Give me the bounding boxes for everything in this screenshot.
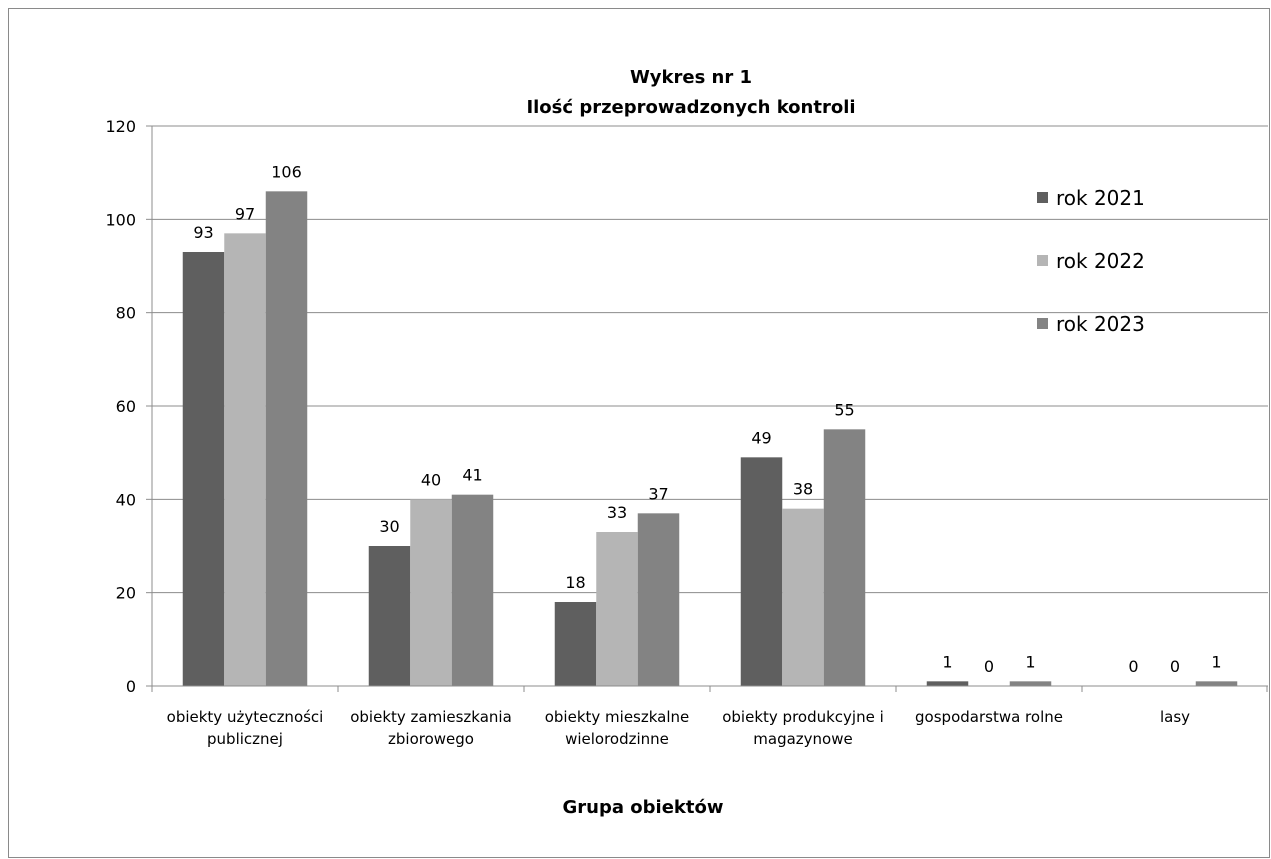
data-label: 0 [984,657,994,676]
x-axis: obiekty użyteczności publicznej obiekty za… [151,685,1268,748]
y-tick-label: 60 [116,397,136,416]
bar [740,457,783,686]
data-label: 41 [462,466,482,485]
legend-label: rok 2023 [1056,312,1145,336]
data-label: 49 [751,428,771,447]
x-tick-label: gospodarstwa rolne [915,708,1063,726]
bar [596,532,638,686]
chart-title: Wykres nr 1 [630,67,752,88]
data-label: 38 [793,480,813,499]
data-label: 37 [648,484,668,503]
x-tick-label: wielorodzinne [565,730,669,748]
legend-swatch [1037,192,1048,203]
data-label: 97 [235,204,255,223]
legend-swatch [1037,318,1048,329]
x-axis-title: Grupa obiektów [563,797,724,818]
y-tick-label: 80 [116,304,136,323]
x-tick-label: obiekty produkcyjne i [722,708,884,726]
bar [368,546,411,686]
legend: rok 2021 rok 2022 rok 2023 [1037,186,1145,336]
y-tick-label: 20 [116,584,136,603]
x-tick-label: obiekty mieszkalne [545,708,690,726]
bar [265,191,308,687]
bar [1195,681,1238,686]
x-tick-label: zbiorowego [388,730,474,748]
legend-label: rok 2022 [1056,249,1145,273]
bar [451,494,494,686]
data-label: 0 [1170,657,1180,676]
x-tick-label: obiekty użyteczności [167,708,324,726]
gridlines [152,125,1268,594]
data-label: 55 [834,400,854,419]
bar [782,508,824,686]
y-tick-label: 100 [105,210,136,229]
bar [410,499,452,686]
y-tick-label: 40 [116,490,136,509]
y-axis: 0 20 40 60 80 100 120 [105,117,153,696]
bar [1009,681,1052,686]
data-label: 0 [1128,657,1138,676]
x-tick-label: publicznej [207,730,283,748]
chart-subtitle: Ilość przeprowadzonych kontroli [526,97,855,118]
x-tick-label: obiekty zamieszkania [350,708,512,726]
data-label: 1 [942,652,952,671]
bar [926,681,969,686]
bar [637,513,680,686]
y-tick-label: 120 [105,117,136,136]
bar [224,233,266,687]
data-label: 30 [379,517,399,536]
data-label: 18 [565,573,585,592]
legend-swatch [1037,255,1048,266]
y-tick-label: 0 [126,677,136,696]
data-label: 106 [271,162,302,181]
legend-label: rok 2021 [1056,186,1145,210]
data-label: 1 [1211,652,1221,671]
bar [182,252,225,686]
bar [823,429,866,686]
data-label: 93 [193,223,213,242]
x-tick-label: lasy [1160,708,1190,726]
bar [554,602,597,686]
data-label: 33 [607,503,627,522]
x-tick-label: magazynowe [753,730,852,748]
data-label: 40 [421,470,441,489]
data-label: 1 [1025,652,1035,671]
bars: 93 97 106 30 40 41 18 33 37 49 38 55 1 0 1 0 0 1 [182,162,1238,687]
